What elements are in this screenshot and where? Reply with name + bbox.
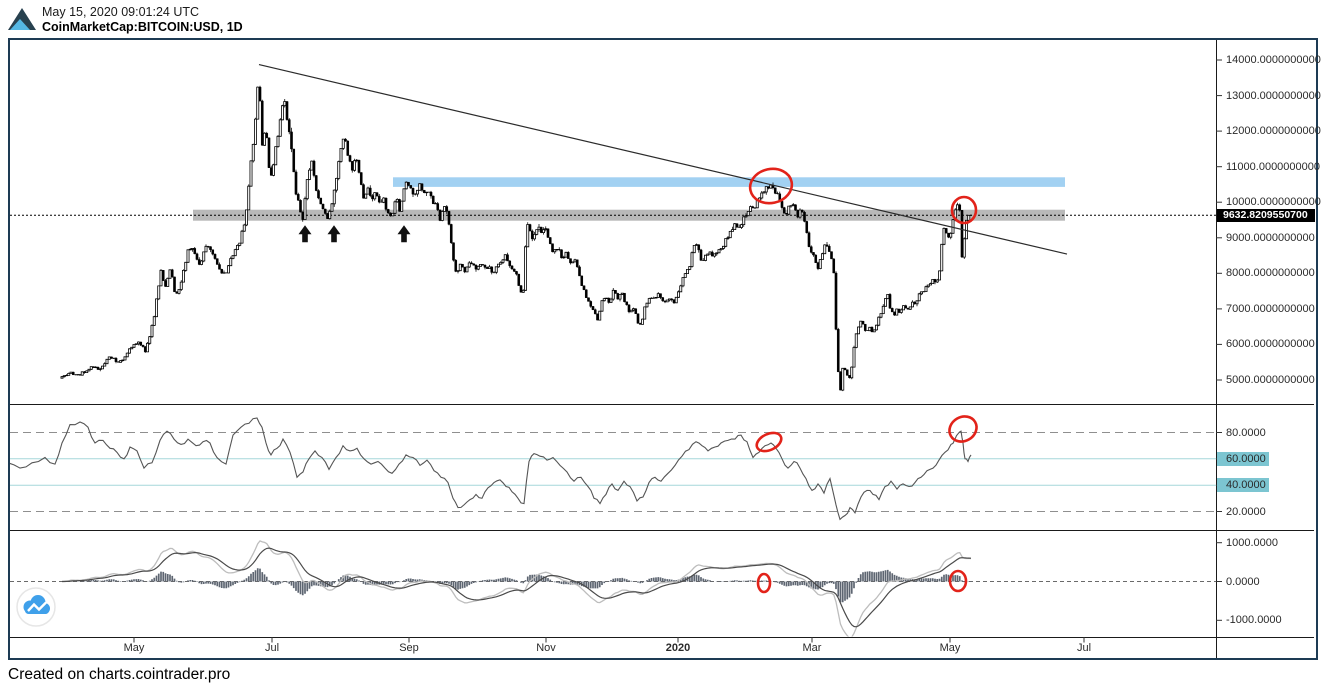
panel-separator-macd [10, 530, 1314, 531]
red-circle-annotation-rsi [755, 431, 783, 453]
panel-separator-xaxis [10, 637, 1314, 638]
logo-blue-mountain [10, 19, 30, 30]
price-axis-tick: 14000.0000000000 [1226, 54, 1321, 66]
price-axis-tick: 6000.0000000000 [1226, 338, 1315, 350]
current-price-label: 9632.8209550700 [1217, 209, 1315, 222]
macd-axis-tick: -1000.0000 [1226, 614, 1282, 626]
price-axis-tick: 11000.0000000000 [1226, 161, 1321, 173]
rsi-line [10, 417, 972, 521]
rsi-axis-tick: 80.0000 [1226, 427, 1266, 439]
x-axis-label: Nov [536, 642, 556, 654]
panel-separator-rsi [10, 404, 1314, 405]
support-test-arrow [397, 225, 411, 243]
footer-credit: Created on charts.cointrader.pro [8, 666, 231, 683]
descending-trendline [258, 64, 1068, 255]
chart-timestamp: May 15, 2020 09:01:24 UTC [42, 5, 200, 19]
cointrader-watermark [16, 587, 56, 627]
x-axis-label: Jul [264, 642, 280, 654]
macd-line [61, 540, 972, 637]
support-test-arrow [298, 225, 312, 243]
rsi-axis-tick: 60.0000 [1226, 453, 1266, 465]
macd-panel[interactable] [10, 540, 1216, 638]
x-axis-label: May [939, 642, 961, 654]
support-test-arrow [327, 225, 341, 243]
red-circle-annotation-rsi [948, 415, 978, 443]
price-axis-tick: 9000.0000000000 [1226, 232, 1315, 244]
price-axis-separator [1216, 40, 1217, 658]
price-panel[interactable] [10, 64, 1216, 392]
red-circle-annotation-macd [948, 569, 968, 593]
x-axis-label: Mar [802, 642, 822, 654]
rsi-axis-tick: 40.0000 [1226, 479, 1266, 491]
x-axis-label: Jul [1076, 642, 1092, 654]
red-circle-annotation-price [748, 167, 794, 205]
cointrader-logo-icon [8, 8, 36, 30]
chart-symbol-title: CoinMarketCap:BITCOIN:USD, 1D [42, 20, 243, 34]
rsi-axis-tick: 20.0000 [1226, 506, 1266, 518]
x-axis-label: 2020 [665, 642, 691, 654]
rsi-panel[interactable] [8, 417, 1216, 521]
x-axis-label: Sep [399, 642, 419, 654]
candle-bodies-down [71, 86, 964, 391]
macd-axis-tick: 1000.0000 [1226, 537, 1278, 549]
macd-histogram [61, 568, 972, 603]
x-axis-label: May [123, 642, 145, 654]
red-annotations-layer [748, 167, 978, 594]
rsi-level-chip [1217, 452, 1269, 466]
price-axis-tick: 13000.0000000000 [1226, 90, 1321, 102]
price-axis-tick: 12000.0000000000 [1226, 125, 1321, 137]
red-circle-annotation-price [950, 195, 978, 225]
candle-wicks [61, 85, 972, 392]
price-axis-tick: 5000.0000000000 [1226, 374, 1315, 386]
red-circle-annotation-macd [756, 572, 772, 594]
axis-ticks-layer [133, 59, 1222, 643]
price-axis-tick: 10000.0000000000 [1226, 196, 1321, 208]
rsi-level-chip [1217, 478, 1269, 492]
price-axis-tick: 7000.0000000000 [1226, 303, 1315, 315]
cloud-chart-icon [23, 595, 50, 614]
candle-bodies-up [60, 86, 973, 391]
macd-axis-tick: 0.0000 [1226, 576, 1260, 588]
support-zone [193, 209, 1065, 221]
resistance-zone [393, 177, 1065, 187]
price-axis-tick: 8000.0000000000 [1226, 267, 1315, 279]
macd-signal-line [62, 547, 972, 628]
